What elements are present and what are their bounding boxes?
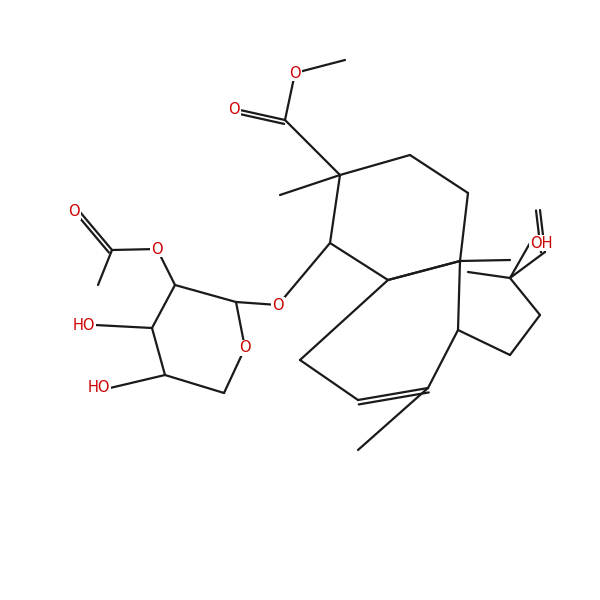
Text: HO: HO [88, 380, 110, 395]
Text: O: O [68, 205, 80, 220]
Text: O: O [229, 103, 240, 118]
Text: O: O [272, 298, 284, 313]
Text: O: O [289, 65, 301, 80]
Text: O: O [151, 241, 163, 257]
Text: OH: OH [530, 235, 553, 251]
Text: O: O [239, 340, 251, 355]
Text: HO: HO [73, 317, 95, 332]
